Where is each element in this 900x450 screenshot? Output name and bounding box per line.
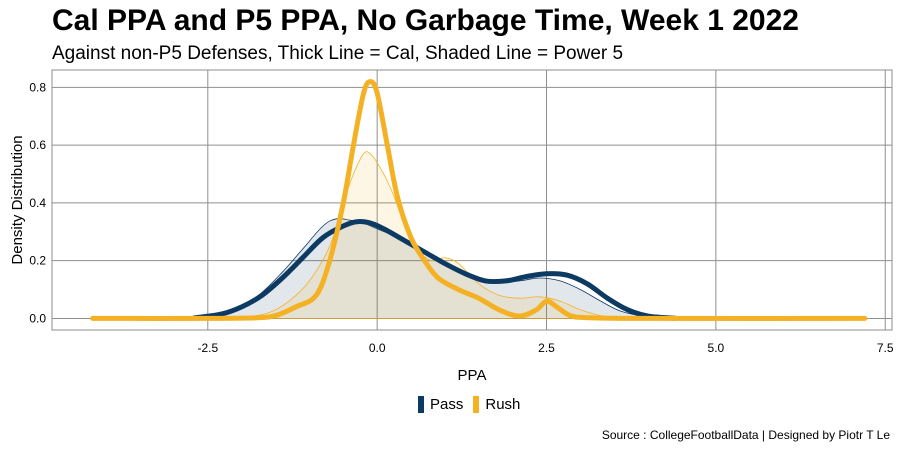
cal-rush-line bbox=[90, 79, 868, 321]
x-tick-label: 5.0 bbox=[708, 341, 725, 355]
axis-ticks: -2.5 0.0 2.5 5.0 7.5 0.0 0.2 0.4 0.6 0.8 bbox=[29, 80, 894, 355]
legend-item-pass: Pass bbox=[418, 396, 463, 413]
legend-label-rush: Rush bbox=[485, 396, 521, 413]
y-tick-label: 0.8 bbox=[29, 80, 46, 94]
x-tick-label: 2.5 bbox=[538, 341, 555, 355]
cal-lines bbox=[90, 79, 868, 321]
legend-label-pass: Pass bbox=[430, 396, 464, 413]
x-axis-label: PPA bbox=[458, 367, 487, 384]
cal-pass-line bbox=[191, 219, 678, 321]
x-tick-label: 0.0 bbox=[369, 341, 386, 355]
pass-swatch bbox=[418, 396, 424, 413]
y-tick-label: 0.4 bbox=[29, 196, 46, 210]
y-axis-label: Density Distribution bbox=[9, 135, 26, 264]
legend-item-rush: Rush bbox=[473, 396, 520, 413]
legend: Pass Rush bbox=[418, 396, 530, 413]
x-tick-label: -2.5 bbox=[197, 341, 218, 355]
chart-subtitle: Against non-P5 Defenses, Thick Line = Ca… bbox=[52, 43, 624, 64]
x-tick-label: 7.5 bbox=[877, 341, 894, 355]
y-tick-label: 0.0 bbox=[29, 311, 46, 325]
y-tick-label: 0.6 bbox=[29, 138, 46, 152]
rush-swatch bbox=[473, 396, 480, 413]
y-tick-label: 0.2 bbox=[29, 254, 46, 268]
panel-border bbox=[51, 69, 893, 331]
chart-title: Cal PPA and P5 PPA, No Garbage Time, Wee… bbox=[52, 4, 799, 37]
source-caption: Source : CollegeFootballData | Designed … bbox=[601, 428, 890, 442]
